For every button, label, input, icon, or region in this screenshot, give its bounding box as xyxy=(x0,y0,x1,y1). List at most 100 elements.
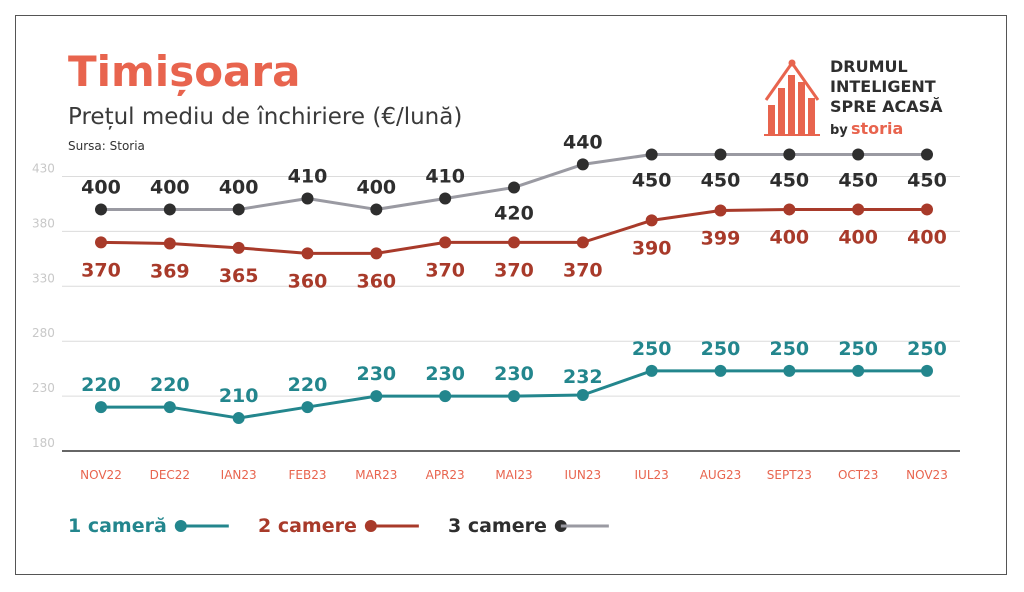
data-label: 220 xyxy=(150,374,190,396)
data-point xyxy=(232,203,245,216)
data-label: 400 xyxy=(907,226,947,248)
data-label: 400 xyxy=(219,176,259,198)
x-tick-label: FEB23 xyxy=(289,468,327,482)
data-point xyxy=(576,158,589,171)
chart-source: Sursa: Storia xyxy=(68,139,145,153)
data-label: 230 xyxy=(356,363,396,385)
data-point xyxy=(852,203,865,216)
chart-subtitle: Prețul mediu de închiriere (€/lună) xyxy=(68,104,462,130)
data-point xyxy=(95,203,107,216)
y-tick-label: 380 xyxy=(32,216,55,230)
data-point xyxy=(714,364,727,377)
data-point xyxy=(852,364,865,377)
data-point xyxy=(714,204,727,217)
data-label: 232 xyxy=(563,366,603,388)
house-bar-chart-icon xyxy=(764,59,820,136)
data-label: 450 xyxy=(838,170,878,192)
data-point xyxy=(232,412,245,425)
data-point xyxy=(163,237,176,250)
data-label: 369 xyxy=(150,260,190,282)
data-point xyxy=(783,203,796,216)
data-point xyxy=(576,389,589,402)
data-label: 410 xyxy=(288,165,328,187)
data-point xyxy=(783,148,796,161)
brand-logo: DRUMUL INTELIGENT SPRE ACASĂ by storia xyxy=(764,57,943,138)
series-2: 370 369 365 360 360 370 370 370 390 399 400 400 400 xyxy=(81,203,947,292)
x-tick-label: AUG23 xyxy=(700,468,742,482)
data-label: 250 xyxy=(769,338,809,360)
data-point xyxy=(783,364,796,377)
x-tick-label: IAN23 xyxy=(221,468,257,482)
data-label: 410 xyxy=(425,165,465,187)
y-axis-ticks: 180 230 280 330 380 430 xyxy=(32,162,55,451)
y-tick-label: 230 xyxy=(32,381,55,395)
x-tick-label: NOV23 xyxy=(906,468,948,482)
data-label: 420 xyxy=(494,202,534,224)
data-label: 360 xyxy=(288,270,328,292)
data-point xyxy=(645,364,658,377)
data-label: 250 xyxy=(701,338,741,360)
data-label: 220 xyxy=(288,374,328,396)
logo-by: by xyxy=(830,123,848,138)
data-label: 440 xyxy=(563,131,603,153)
data-label: 400 xyxy=(81,176,121,198)
data-label: 370 xyxy=(425,259,465,281)
data-label: 210 xyxy=(219,385,259,407)
data-point xyxy=(508,390,520,403)
data-point xyxy=(301,247,314,260)
data-point xyxy=(439,390,452,403)
data-point xyxy=(921,148,933,161)
y-tick-label: 280 xyxy=(32,326,55,340)
data-label: 450 xyxy=(701,170,741,192)
x-tick-label: IUL23 xyxy=(635,468,669,482)
logo-line-2: INTELIGENT xyxy=(830,77,936,96)
data-point xyxy=(163,401,176,414)
series-3: 400 400 400 410 400 410 420 440 450 450 450 450 450 xyxy=(81,131,947,224)
data-label: 450 xyxy=(632,170,672,192)
x-tick-label: APR23 xyxy=(426,468,465,482)
data-point xyxy=(95,236,107,249)
y-tick-label: 330 xyxy=(32,271,55,285)
data-point xyxy=(508,236,520,249)
logo-line-1: DRUMUL xyxy=(830,57,908,76)
data-point xyxy=(95,401,107,414)
data-point xyxy=(370,203,383,216)
data-point xyxy=(370,390,383,403)
data-point xyxy=(714,148,727,161)
chart-frame xyxy=(15,15,1007,575)
series-group: 220 220 210 220 230 230 230 232 250 250 250 250 250 3… xyxy=(81,131,947,425)
data-label: 220 xyxy=(81,374,121,396)
x-axis-ticks: NOV22 DEC22 IAN23 FEB23 MAR23 APR23 MAI23 IUN23… xyxy=(80,468,948,482)
data-point xyxy=(576,236,589,249)
data-label: 390 xyxy=(632,237,672,259)
data-label: 400 xyxy=(356,176,396,198)
x-tick-label: OCT23 xyxy=(838,468,878,482)
legend-label: 1 cameră xyxy=(68,515,167,537)
series-1: 220 220 210 220 230 230 230 232 250 250 250 250 250 xyxy=(81,338,947,425)
data-label: 250 xyxy=(907,338,947,360)
logo-storia: storia xyxy=(851,119,903,138)
data-label: 450 xyxy=(907,170,947,192)
data-label: 360 xyxy=(356,270,396,292)
legend-label: 3 camere xyxy=(448,515,547,537)
x-tick-label: SEPT23 xyxy=(767,468,812,482)
y-tick-label: 430 xyxy=(32,162,55,176)
chart-title: Timișoara xyxy=(68,47,300,97)
data-point xyxy=(645,214,658,227)
x-tick-label: MAI23 xyxy=(495,468,532,482)
data-label: 399 xyxy=(701,228,741,250)
data-label: 370 xyxy=(81,259,121,281)
data-label: 400 xyxy=(769,226,809,248)
y-tick-label: 180 xyxy=(32,436,55,450)
data-point xyxy=(645,148,658,161)
data-point xyxy=(163,203,176,216)
data-point xyxy=(508,181,520,194)
logo-line-3: SPRE ACASĂ xyxy=(830,97,943,116)
legend-label: 2 camere xyxy=(258,515,357,537)
data-point xyxy=(370,247,383,260)
data-point xyxy=(301,401,314,414)
data-label: 400 xyxy=(150,176,190,198)
data-label: 250 xyxy=(632,338,672,360)
legend: 1 cameră 2 camere 3 camere xyxy=(68,515,609,537)
